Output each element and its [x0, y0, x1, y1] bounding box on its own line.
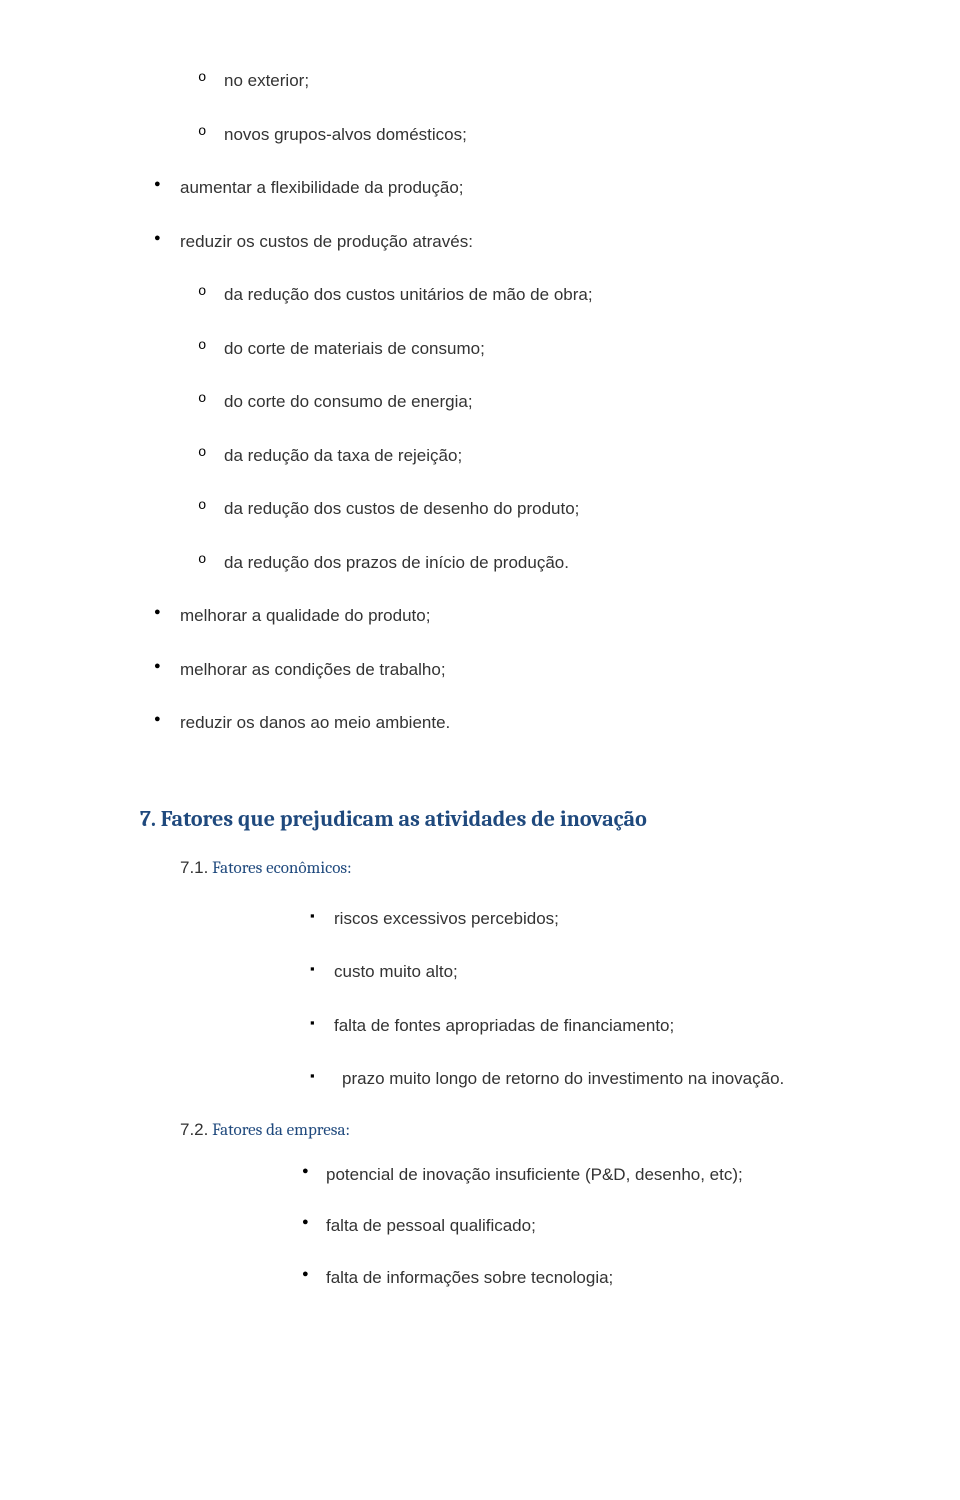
list-item: melhorar a qualidade do produto;	[140, 603, 860, 629]
subsection-number: 7.2.	[180, 1120, 208, 1139]
list-text: aumentar a flexibilidade da produção;	[180, 178, 464, 197]
section-7-heading: 7. Fatores que prejudicam as atividades …	[140, 806, 860, 832]
main-bullet-list: aumentar a flexibilidade da produção; re…	[140, 175, 860, 736]
list-text: da redução da taxa de rejeição;	[224, 446, 462, 465]
list-item: do corte de materiais de consumo;	[180, 336, 860, 362]
list-item: do corte do consumo de energia;	[180, 389, 860, 415]
colon: :	[347, 859, 352, 878]
heading-text: 7. Fatores que prejudicam as atividades …	[140, 806, 647, 832]
list-item: custo muito alto;	[290, 959, 860, 985]
subsection-label: Fatores econômicos	[212, 859, 347, 878]
list-text: melhorar a qualidade do produto;	[180, 606, 430, 625]
list-text: melhorar as condições de trabalho;	[180, 660, 446, 679]
list-text: novos grupos-alvos domésticos;	[224, 125, 467, 144]
list-text: da redução dos custos unitários de mão d…	[224, 285, 593, 304]
subsection-label: Fatores da empresa	[212, 1121, 345, 1140]
top-o-list: no exterior; novos grupos-alvos doméstic…	[180, 68, 860, 147]
subsection-number: 7.1.	[180, 858, 208, 877]
sub-7-1-list: riscos excessivos percebidos; custo muit…	[290, 906, 860, 1092]
list-item: falta de fontes apropriadas de financiam…	[290, 1013, 860, 1039]
list-item: da redução dos prazos de início de produ…	[180, 550, 860, 576]
list-text: do corte do consumo de energia;	[224, 392, 473, 411]
list-text: custo muito alto;	[334, 962, 458, 981]
list-item: novos grupos-alvos domésticos;	[180, 122, 860, 148]
subsection-7-2-heading: 7.2. Fatores da empresa:	[180, 1120, 860, 1140]
list-text: do corte de materiais de consumo;	[224, 339, 485, 358]
document-page: no exterior; novos grupos-alvos doméstic…	[0, 0, 960, 1356]
list-text: falta de informações sobre tecnologia;	[326, 1268, 613, 1287]
list-text: riscos excessivos percebidos;	[334, 909, 559, 928]
list-item: aumentar a flexibilidade da produção;	[140, 175, 860, 201]
list-item: potencial de inovação insuficiente (P&D,…	[290, 1162, 860, 1188]
list-item: da redução da taxa de rejeição;	[180, 443, 860, 469]
list-item: reduzir os danos ao meio ambiente.	[140, 710, 860, 736]
list-item: da redução dos custos de desenho do prod…	[180, 496, 860, 522]
sub-7-2-list: potencial de inovação insuficiente (P&D,…	[290, 1162, 860, 1291]
colon: :	[345, 1121, 350, 1140]
list-text: reduzir os danos ao meio ambiente.	[180, 713, 450, 732]
list-item: prazo muito longo de retorno do investim…	[290, 1066, 860, 1092]
sub-o-list: da redução dos custos unitários de mão d…	[180, 282, 860, 575]
list-item: no exterior;	[180, 68, 860, 94]
list-text: prazo muito longo de retorno do investim…	[342, 1069, 784, 1088]
list-item: reduzir os custos de produção através: d…	[140, 229, 860, 576]
list-item: da redução dos custos unitários de mão d…	[180, 282, 860, 308]
list-text: da redução dos prazos de início de produ…	[224, 553, 569, 572]
list-text: potencial de inovação insuficiente (P&D,…	[326, 1165, 743, 1184]
list-text: reduzir os custos de produção através:	[180, 232, 473, 251]
list-item: falta de pessoal qualificado;	[290, 1213, 860, 1239]
list-item: melhorar as condições de trabalho;	[140, 657, 860, 683]
list-text: no exterior;	[224, 71, 309, 90]
list-text: falta de pessoal qualificado;	[326, 1216, 536, 1235]
list-text: falta de fontes apropriadas de financiam…	[334, 1016, 674, 1035]
subsection-7-1-heading: 7.1. Fatores econômicos:	[180, 858, 860, 878]
list-item: falta de informações sobre tecnologia;	[290, 1265, 860, 1291]
list-text: da redução dos custos de desenho do prod…	[224, 499, 579, 518]
list-item: riscos excessivos percebidos;	[290, 906, 860, 932]
